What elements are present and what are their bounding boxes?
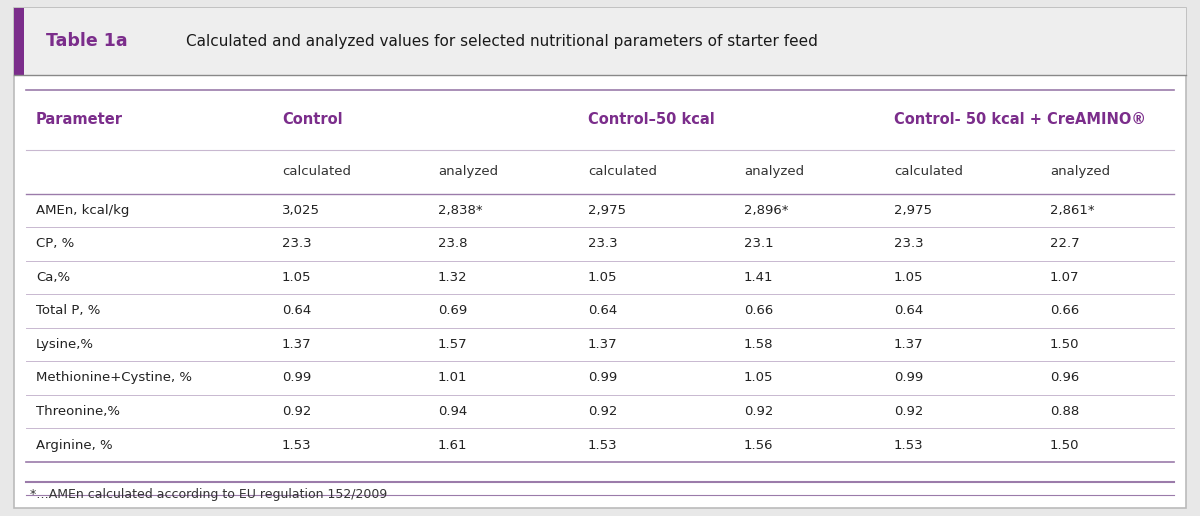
Text: 0.69: 0.69	[438, 304, 467, 317]
Text: 1.61: 1.61	[438, 439, 468, 452]
Text: 1.57: 1.57	[438, 338, 468, 351]
Text: 1.53: 1.53	[282, 439, 312, 452]
Text: 23.3: 23.3	[282, 237, 312, 250]
Text: 1.37: 1.37	[282, 338, 312, 351]
Text: 23.8: 23.8	[438, 237, 468, 250]
Text: calculated: calculated	[894, 165, 964, 178]
Text: 2,861*: 2,861*	[1050, 204, 1094, 217]
Text: 1.58: 1.58	[744, 338, 774, 351]
Text: analyzed: analyzed	[744, 165, 804, 178]
Bar	[14, 8, 1186, 75]
Text: 0.64: 0.64	[282, 304, 311, 317]
Text: Ca,%: Ca,%	[36, 271, 70, 284]
Text: analyzed: analyzed	[438, 165, 498, 178]
Text: 1.37: 1.37	[588, 338, 618, 351]
Text: 22.7: 22.7	[1050, 237, 1080, 250]
Text: 1.50: 1.50	[1050, 338, 1080, 351]
Text: 1.01: 1.01	[438, 372, 468, 384]
Text: 2,975: 2,975	[894, 204, 932, 217]
Text: Control- 50 kcal + CreAMINO®: Control- 50 kcal + CreAMINO®	[894, 112, 1146, 127]
Text: 0.64: 0.64	[588, 304, 617, 317]
Text: Table 1a: Table 1a	[46, 33, 127, 50]
Text: 0.96: 0.96	[1050, 372, 1079, 384]
Text: 0.99: 0.99	[282, 372, 311, 384]
Text: 1.37: 1.37	[894, 338, 924, 351]
Text: 0.92: 0.92	[282, 405, 311, 418]
Text: Methionine+Cystine, %: Methionine+Cystine, %	[36, 372, 192, 384]
Text: Calculated and analyzed values for selected nutritional parameters of starter fe: Calculated and analyzed values for selec…	[186, 34, 818, 49]
Text: 1.56: 1.56	[744, 439, 774, 452]
Text: 1.05: 1.05	[588, 271, 618, 284]
Text: 23.1: 23.1	[744, 237, 774, 250]
Text: 0.99: 0.99	[894, 372, 923, 384]
Text: 0.94: 0.94	[438, 405, 467, 418]
Text: 1.53: 1.53	[588, 439, 618, 452]
Text: 23.3: 23.3	[894, 237, 924, 250]
Text: 3,025: 3,025	[282, 204, 320, 217]
Text: 1.41: 1.41	[744, 271, 774, 284]
Text: Arginine, %: Arginine, %	[36, 439, 113, 452]
Text: 0.99: 0.99	[588, 372, 617, 384]
Text: 0.64: 0.64	[894, 304, 923, 317]
Text: Control: Control	[282, 112, 343, 127]
Text: Lysine,%: Lysine,%	[36, 338, 94, 351]
Text: *…AMEn calculated according to EU regulation 152/2009: *…AMEn calculated according to EU regula…	[30, 488, 388, 501]
Text: Total P, %: Total P, %	[36, 304, 101, 317]
Text: 0.88: 0.88	[1050, 405, 1079, 418]
Text: AMEn, kcal/kg: AMEn, kcal/kg	[36, 204, 130, 217]
Bar	[14, 8, 24, 75]
Text: 2,838*: 2,838*	[438, 204, 482, 217]
Text: 2,975: 2,975	[588, 204, 626, 217]
Text: analyzed: analyzed	[1050, 165, 1110, 178]
Text: 23.3: 23.3	[588, 237, 618, 250]
Text: 1.53: 1.53	[894, 439, 924, 452]
Text: 0.66: 0.66	[744, 304, 773, 317]
Text: 1.32: 1.32	[438, 271, 468, 284]
Text: Parameter: Parameter	[36, 112, 124, 127]
Text: CP, %: CP, %	[36, 237, 74, 250]
Text: 1.05: 1.05	[894, 271, 924, 284]
Text: 0.92: 0.92	[588, 405, 617, 418]
Text: Threonine,%: Threonine,%	[36, 405, 120, 418]
Text: 0.92: 0.92	[744, 405, 773, 418]
Text: 1.05: 1.05	[282, 271, 312, 284]
Text: Control–50 kcal: Control–50 kcal	[588, 112, 715, 127]
Text: 1.05: 1.05	[744, 372, 774, 384]
Text: 1.50: 1.50	[1050, 439, 1080, 452]
Text: 1.07: 1.07	[1050, 271, 1080, 284]
Text: calculated: calculated	[588, 165, 658, 178]
Text: calculated: calculated	[282, 165, 352, 178]
Text: 0.92: 0.92	[894, 405, 923, 418]
Text: 0.66: 0.66	[1050, 304, 1079, 317]
Text: 2,896*: 2,896*	[744, 204, 788, 217]
